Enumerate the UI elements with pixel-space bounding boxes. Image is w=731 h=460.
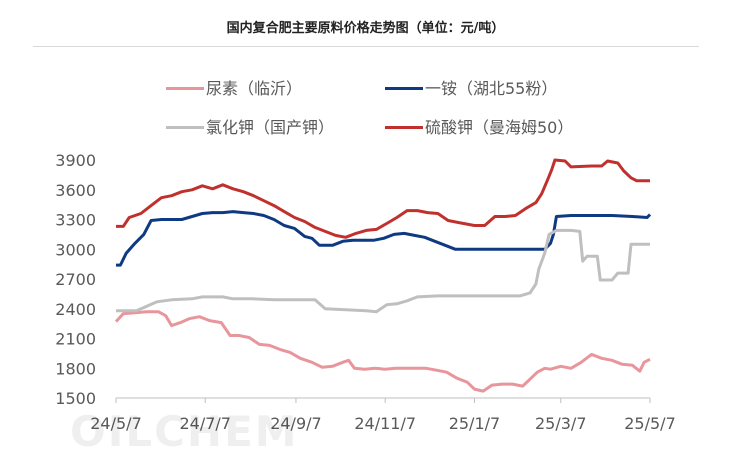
x-tick-label: 25/1/7 bbox=[449, 414, 501, 433]
y-tick-label: 2100 bbox=[55, 330, 96, 349]
watermark-logo: OILCHEM bbox=[70, 407, 299, 456]
y-tick-label: 3300 bbox=[55, 211, 96, 230]
x-tick-label: 24/9/7 bbox=[270, 414, 322, 433]
series-line-kcl bbox=[116, 228, 650, 314]
x-tick-label: 24/7/7 bbox=[179, 414, 231, 433]
chart-title: 国内复合肥主要原料价格走势图（单位：元/吨） bbox=[226, 21, 505, 36]
title-divider bbox=[33, 46, 699, 47]
x-tick-label: 25/3/7 bbox=[535, 414, 587, 433]
legend-item-urea: 尿素（临沂） bbox=[166, 79, 302, 99]
series-line-sop bbox=[116, 158, 650, 239]
legend-label-sop: 硫酸钾（曼海姆50） bbox=[425, 118, 574, 137]
legend-item-sop: 硫酸钾（曼海姆50） bbox=[385, 118, 573, 138]
series-line-map bbox=[116, 210, 652, 267]
y-tick-label: 1500 bbox=[55, 389, 96, 408]
x-tick-label: 24/5/7 bbox=[90, 414, 142, 433]
legend-swatch-sop bbox=[385, 126, 423, 129]
series-line-urea bbox=[114, 310, 651, 393]
y-tick-label: 2400 bbox=[55, 300, 96, 319]
y-tick-label: 2700 bbox=[55, 270, 96, 289]
legend-label-kcl: 氯化钾（国产钾） bbox=[206, 118, 335, 137]
legend-label-map: 一铵（湖北55粉） bbox=[425, 79, 558, 98]
y-tick-label: 1800 bbox=[55, 359, 96, 378]
legend-item-map: 一铵（湖北55粉） bbox=[385, 79, 557, 99]
y-tick-label: 3000 bbox=[55, 240, 96, 259]
legend-swatch-map bbox=[385, 87, 423, 90]
legend-swatch-urea bbox=[166, 87, 204, 90]
x-tick-label: 25/5/7 bbox=[624, 414, 676, 433]
x-tick-label: 24/11/7 bbox=[354, 414, 416, 433]
legend-swatch-kcl bbox=[166, 126, 204, 129]
y-tick-label: 3600 bbox=[55, 181, 96, 200]
legend-label-urea: 尿素（临沂） bbox=[206, 79, 303, 98]
legend-item-kcl: 氯化钾（国产钾） bbox=[166, 118, 334, 138]
y-tick-label: 3900 bbox=[55, 151, 96, 170]
